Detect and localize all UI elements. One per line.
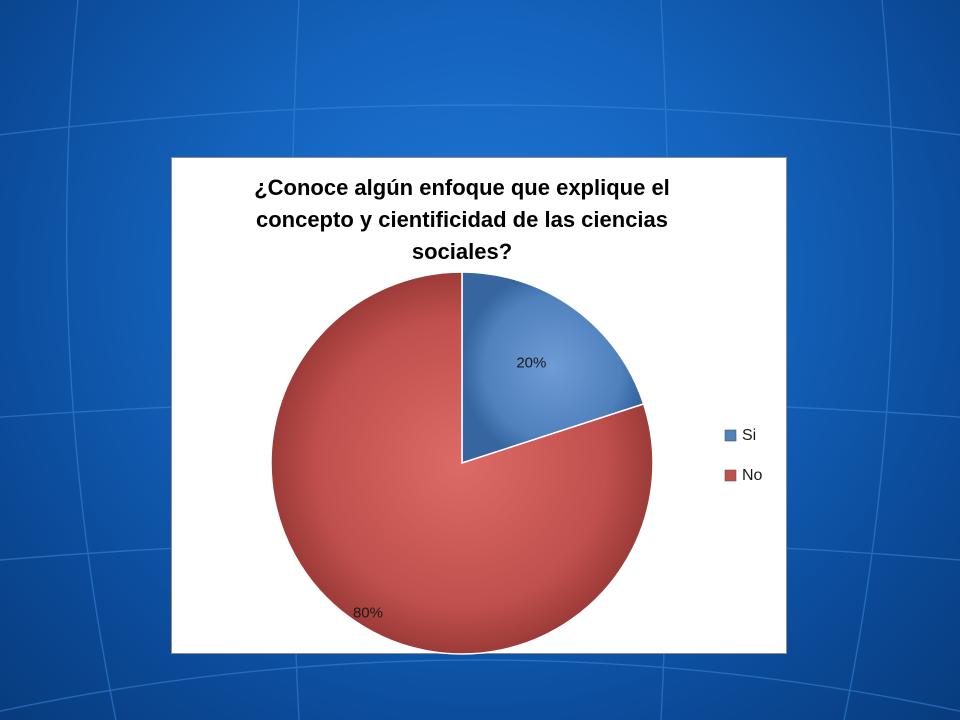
pie-slice-si [461, 271, 645, 465]
slice-value-label: 80% [353, 604, 383, 621]
slice-value-label: 20% [516, 355, 546, 372]
legend-label-no: No [742, 467, 763, 484]
chart-frame: ¿Conoce algún enfoque que explique el co… [171, 157, 787, 655]
pie-slice-no [270, 271, 654, 655]
chart-title: ¿Conoce algún enfoque que explique el co… [254, 175, 670, 264]
pie-chart: 20% 80% Si No [270, 271, 763, 655]
legend-label-si: Si [742, 427, 756, 444]
legend-swatch-si [724, 429, 737, 442]
legend-swatch-no [724, 469, 737, 482]
